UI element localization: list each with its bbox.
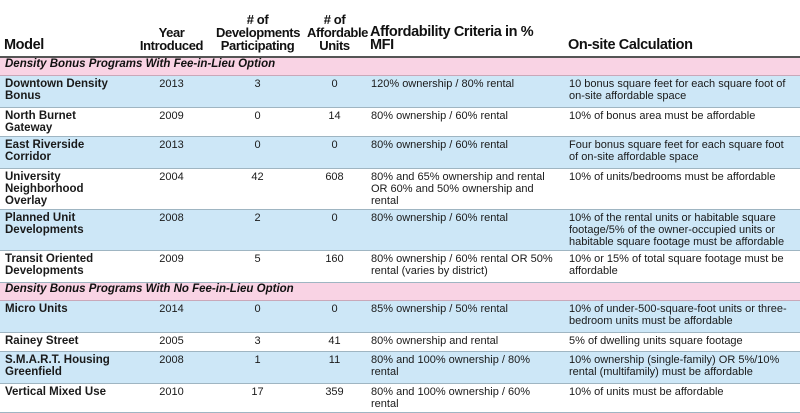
section-header: Density Bonus Programs With No Fee-in-Li… <box>0 282 800 301</box>
table-body: Density Bonus Programs With Fee-in-Lieu … <box>0 57 800 413</box>
cell-year: 2010 <box>131 383 212 413</box>
cell-criteria: 80% and 100% ownership / 80% rental <box>366 351 564 384</box>
cell-calculation: 10 bonus square feet for each square foo… <box>564 75 800 108</box>
table-row: Transit Oriented Developments 2009 5 160… <box>0 250 800 283</box>
cell-calculation: 10% of under-500-square-foot units or th… <box>564 300 800 333</box>
cell-units: 608 <box>303 168 366 210</box>
cell-units: 160 <box>303 250 366 283</box>
cell-calculation: Four bonus square feet for each square f… <box>564 136 800 169</box>
table-row: Vertical Mixed Use 2010 17 359 80% and 1… <box>0 383 800 413</box>
cell-developments: 0 <box>212 136 303 169</box>
header-criteria: Affordability Criteria in % MFI <box>366 0 564 58</box>
cell-units: 41 <box>303 332 366 352</box>
cell-units: 0 <box>303 75 366 108</box>
cell-year: 2009 <box>131 107 212 137</box>
cell-model: Rainey Street <box>0 332 131 352</box>
cell-developments: 3 <box>212 332 303 352</box>
cell-model: Downtown Density Bonus <box>0 75 131 108</box>
cell-criteria: 80% ownership / 60% rental <box>366 136 564 169</box>
table-row: North Burnet Gateway 2009 0 14 80% owner… <box>0 107 800 137</box>
cell-developments: 0 <box>212 107 303 137</box>
cell-year: 2005 <box>131 332 212 352</box>
cell-model: Micro Units <box>0 300 131 333</box>
cell-criteria: 120% ownership / 80% rental <box>366 75 564 108</box>
cell-criteria: 80% ownership / 60% rental <box>366 107 564 137</box>
cell-units: 11 <box>303 351 366 384</box>
table-row: East Riverside Corridor 2013 0 0 80% own… <box>0 136 800 169</box>
cell-developments: 0 <box>212 300 303 333</box>
cell-criteria: 80% and 100% ownership / 60% rental <box>366 383 564 413</box>
cell-model: Transit Oriented Developments <box>0 250 131 283</box>
table-row: Rainey Street 2005 3 41 80% ownership an… <box>0 332 800 352</box>
cell-criteria: 80% and 65% ownership and rental OR 60% … <box>366 168 564 210</box>
cell-developments: 2 <box>212 209 303 251</box>
cell-developments: 1 <box>212 351 303 384</box>
cell-model: Planned Unit Developments <box>0 209 131 251</box>
cell-model: East Riverside Corridor <box>0 136 131 169</box>
cell-year: 2009 <box>131 250 212 283</box>
cell-criteria: 80% ownership / 60% rental OR 50% rental… <box>366 250 564 283</box>
section-header: Density Bonus Programs With Fee-in-Lieu … <box>0 57 800 76</box>
cell-developments: 42 <box>212 168 303 210</box>
cell-year: 2008 <box>131 209 212 251</box>
table-header: Model Year Introduced # of Developments … <box>0 0 800 58</box>
cell-criteria: 80% ownership and rental <box>366 332 564 352</box>
header-calculation: On-site Calculation <box>564 0 800 58</box>
cell-criteria: 85% ownership / 50% rental <box>366 300 564 333</box>
cell-units: 0 <box>303 300 366 333</box>
cell-model: Vertical Mixed Use <box>0 383 131 413</box>
table-row: Micro Units 2014 0 0 85% ownership / 50%… <box>0 300 800 333</box>
table-row: Downtown Density Bonus 2013 3 0 120% own… <box>0 75 800 108</box>
cell-units: 0 <box>303 209 366 251</box>
section-title: Density Bonus Programs With Fee-in-Lieu … <box>0 57 800 76</box>
cell-year: 2004 <box>131 168 212 210</box>
table-row: Planned Unit Developments 2008 2 0 80% o… <box>0 209 800 251</box>
header-model: Model <box>0 0 131 58</box>
cell-year: 2014 <box>131 300 212 333</box>
cell-criteria: 80% ownership / 60% rental <box>366 209 564 251</box>
cell-year: 2008 <box>131 351 212 384</box>
header-developments: # of Developments Participating <box>212 0 303 58</box>
cell-calculation: 5% of dwelling units square footage <box>564 332 800 352</box>
cell-developments: 5 <box>212 250 303 283</box>
cell-calculation: 10% or 15% of total square footage must … <box>564 250 800 283</box>
cell-model: North Burnet Gateway <box>0 107 131 137</box>
section-title: Density Bonus Programs With No Fee-in-Li… <box>0 282 800 301</box>
cell-model: University Neighborhood Overlay <box>0 168 131 210</box>
cell-calculation: 10% of the rental units or habitable squ… <box>564 209 800 251</box>
table-row: University Neighborhood Overlay 2004 42 … <box>0 168 800 210</box>
cell-developments: 17 <box>212 383 303 413</box>
header-units: # of Affordable Units <box>303 0 368 58</box>
cell-year: 2013 <box>131 136 212 169</box>
table-row: S.M.A.R.T. Housing Greenfield 2008 1 11 … <box>0 351 800 384</box>
cell-year: 2013 <box>131 75 212 108</box>
cell-units: 359 <box>303 383 366 413</box>
cell-units: 0 <box>303 136 366 169</box>
cell-model: S.M.A.R.T. Housing Greenfield <box>0 351 131 384</box>
cell-calculation: 10% of units must be affordable <box>564 383 800 413</box>
header-year: Year Introduced <box>131 0 212 58</box>
cell-calculation: 10% of units/bedrooms must be affordable <box>564 168 800 210</box>
cell-calculation: 10% of bonus area must be affordable <box>564 107 800 137</box>
cell-calculation: 10% ownership (single-family) OR 5%/10% … <box>564 351 800 384</box>
cell-developments: 3 <box>212 75 303 108</box>
cell-units: 14 <box>303 107 366 137</box>
